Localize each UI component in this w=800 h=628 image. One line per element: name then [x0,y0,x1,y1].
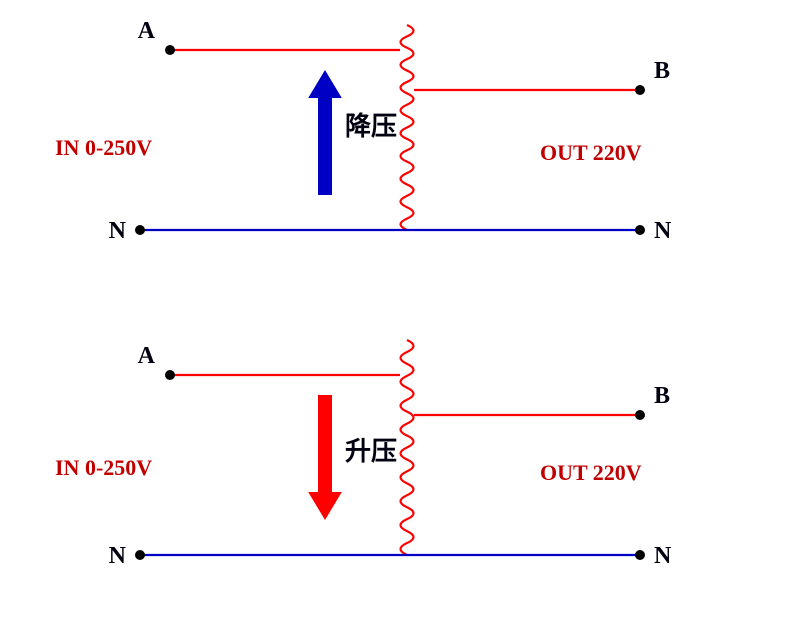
diagram-bottom: A B N N IN 0-250V OUT 220V 升压 [55,340,672,569]
arrow-bottom [308,395,342,520]
terminal-A-dot-top [165,45,175,55]
diagram-top: A B N N IN 0-250V OUT 220V 降压 [55,18,672,244]
out-label-bottom: OUT 220V [540,460,642,485]
terminal-N-left-dot-bottom [135,550,145,560]
transformer-diagram: A B N N IN 0-250V OUT 220V 降压 A B N N IN… [0,0,800,628]
terminal-A-label-bottom: A [138,343,156,369]
terminal-N-right-dot-top [635,225,645,235]
arrow-top [308,70,342,195]
terminal-B-label-top: B [654,58,670,84]
out-label-top: OUT 220V [540,140,642,165]
arrow-label-bottom: 升压 [345,437,397,466]
in-label-top: IN 0-250V [55,135,152,160]
coil-top [401,25,414,230]
terminal-B-dot-top [635,85,645,95]
terminal-N-right-dot-bottom [635,550,645,560]
terminal-N-right-label-bottom: N [654,543,672,569]
terminal-N-left-dot-top [135,225,145,235]
coil-bottom [401,340,414,555]
terminal-B-dot-bottom [635,410,645,420]
arrow-label-top: 降压 [345,112,397,141]
terminal-A-dot-bottom [165,370,175,380]
terminal-N-right-label-top: N [654,218,672,244]
terminal-B-label-bottom: B [654,383,670,409]
terminal-N-left-label-top: N [109,218,127,244]
terminal-N-left-label-bottom: N [109,543,127,569]
terminal-A-label-top: A [138,18,156,44]
in-label-bottom: IN 0-250V [55,455,152,480]
